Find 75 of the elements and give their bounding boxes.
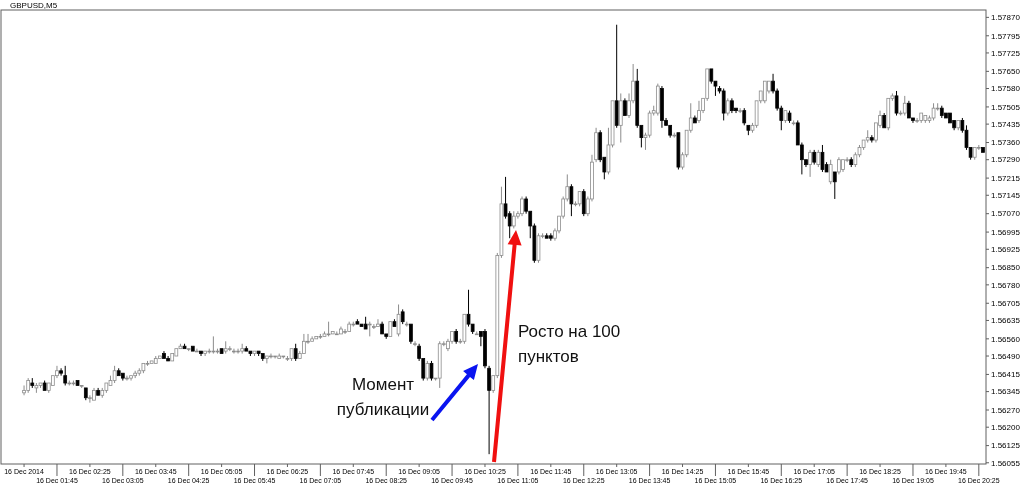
y-tick-label: 1.56490 [991, 351, 1021, 361]
candlestick [454, 328, 459, 345]
y-tick-label: 1.56780 [991, 280, 1021, 290]
candlestick [660, 85, 664, 129]
candlestick [487, 365, 491, 455]
y-tick-label: 1.56560 [991, 334, 1021, 344]
candlestick [63, 365, 68, 386]
y-tick-label: 1.56125 [991, 441, 1021, 451]
y-tick-label: 1.57580 [991, 84, 1021, 94]
annotation: Момент публикации [336, 375, 430, 419]
y-tick-label: 1.57505 [991, 102, 1021, 112]
candlestick [808, 149, 812, 178]
y-tick-label: 1.57435 [991, 119, 1021, 129]
y-tick-label: 1.56055 [991, 458, 1021, 468]
y-tick-label: 1.57870 [991, 13, 1021, 23]
y-tick-label: 1.57070 [991, 209, 1021, 219]
candlestick [236, 348, 240, 355]
candlestick [721, 88, 726, 121]
candlestick [211, 335, 216, 355]
y-tick-label: 1.57145 [991, 191, 1021, 201]
candlestick [30, 377, 35, 389]
y-tick-label: 1.56200 [991, 422, 1021, 432]
candlestick [725, 97, 730, 117]
candlestick [26, 377, 31, 394]
candlestick [837, 156, 841, 175]
candlestick [125, 375, 129, 382]
candlestick [137, 367, 142, 377]
candlestick [483, 328, 487, 369]
y-tick-label: 1.57290 [991, 155, 1021, 165]
candlestick [511, 210, 516, 229]
candlestick [812, 149, 817, 166]
y-tick-label: 1.56705 [991, 299, 1021, 309]
candlestick [655, 83, 660, 117]
y-tick-label: 1.56925 [991, 245, 1021, 255]
candlestick [730, 97, 734, 114]
candlestick [67, 380, 72, 386]
candlestick [429, 360, 434, 382]
candlestick [594, 127, 598, 163]
candlestick [816, 149, 821, 168]
chart-title: GBPUSD,M5 [10, 1, 58, 10]
candlestick [939, 105, 944, 119]
y-tick-label: 1.57725 [991, 48, 1021, 58]
candlestick [425, 360, 430, 382]
candlestick [145, 360, 150, 367]
y-tick-label: 1.56415 [991, 370, 1021, 380]
candlestick [618, 92, 623, 144]
candlestick [894, 90, 899, 117]
candlestick [227, 345, 232, 352]
candlestick [536, 232, 541, 264]
candlestick [400, 308, 405, 325]
candlestick [71, 380, 76, 386]
y-tick-label: 1.57360 [991, 138, 1021, 148]
y-tick-label: 1.57795 [991, 31, 1021, 41]
y-tick-label: 1.57650 [991, 67, 1021, 77]
candlestick [22, 384, 26, 396]
candlestick [232, 348, 236, 355]
y-tick-label: 1.57215 [991, 173, 1021, 183]
candlestick [396, 303, 401, 337]
candlestick [820, 144, 825, 173]
candlestick [931, 102, 936, 121]
candlestick [697, 100, 701, 124]
candlestick [902, 95, 907, 117]
candlestick [466, 289, 471, 328]
candlestick [520, 196, 524, 217]
y-tick-label: 1.56270 [991, 405, 1021, 415]
y-tick-label: 1.56850 [991, 263, 1021, 273]
candlestick [849, 156, 854, 168]
candlestick [133, 370, 138, 379]
y-tick-label: 1.56345 [991, 387, 1021, 397]
y-tick-label: 1.56635 [991, 316, 1021, 326]
annotation: Росто на 100 пунктов [518, 322, 621, 366]
y-tick-label: 1.56995 [991, 227, 1021, 237]
candlestick [787, 110, 792, 124]
candlestick [647, 110, 652, 139]
candlestick [853, 151, 858, 168]
